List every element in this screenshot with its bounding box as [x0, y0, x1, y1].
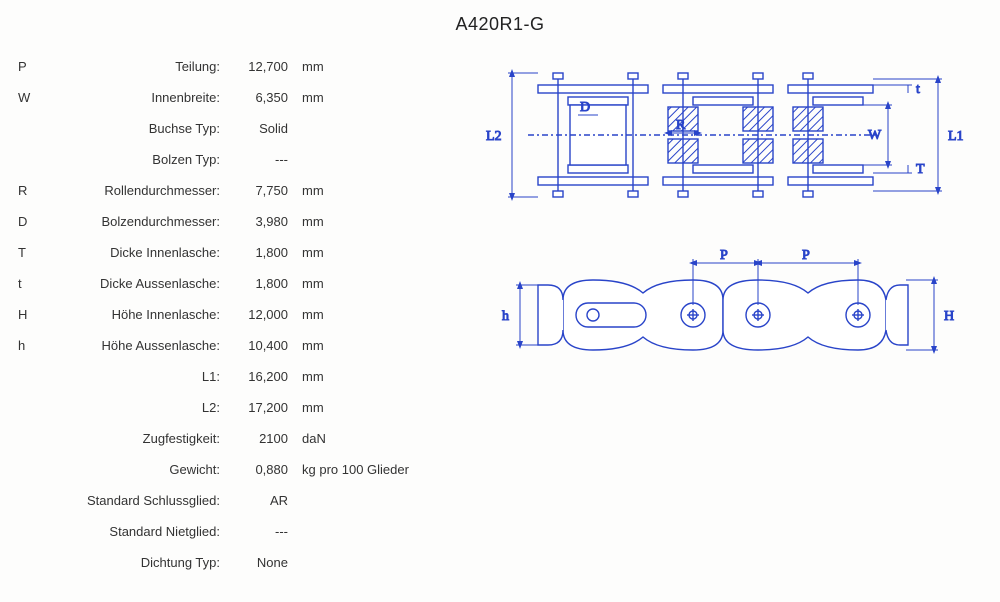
spec-unit: mm: [294, 59, 434, 74]
dim-label-R: R: [676, 118, 686, 133]
spec-label: Gewicht:: [46, 462, 224, 477]
spec-value: 7,750: [224, 183, 294, 198]
spec-value: 12,700: [224, 59, 294, 74]
spec-value: 10,400: [224, 338, 294, 353]
spec-row: Zugfestigkeit:2100daN: [18, 423, 448, 454]
dim-label-P1: P: [720, 248, 728, 263]
spec-row: HHöhe Innenlasche:12,000mm: [18, 299, 448, 330]
spec-value: AR: [224, 493, 294, 508]
dim-label-T: T: [916, 162, 925, 177]
spec-row: L2:17,200mm: [18, 392, 448, 423]
spec-label: Höhe Innenlasche:: [46, 307, 224, 322]
spec-row: Standard Nietglied:---: [18, 516, 448, 547]
spec-row: Standard Schlussglied:AR: [18, 485, 448, 516]
dim-label-h: h: [502, 309, 509, 324]
spec-label: Bolzen Typ:: [46, 152, 224, 167]
spec-label: L1:: [46, 369, 224, 384]
spec-label: Höhe Aussenlasche:: [46, 338, 224, 353]
page-title: A420R1-G: [0, 0, 1000, 41]
spec-symbol: H: [18, 307, 46, 322]
spec-unit: mm: [294, 245, 434, 260]
spec-row: L1:16,200mm: [18, 361, 448, 392]
spec-row: Dichtung Typ:None: [18, 547, 448, 578]
spec-label: Standard Nietglied:: [46, 524, 224, 539]
spec-unit: mm: [294, 90, 434, 105]
spec-row: Buchse Typ:Solid: [18, 113, 448, 144]
spec-unit: mm: [294, 307, 434, 322]
spec-row: DBolzendurchmesser:3,980mm: [18, 206, 448, 237]
spec-unit: kg pro 100 Glieder: [294, 462, 434, 477]
spec-symbol: T: [18, 245, 46, 260]
spec-value: 0,880: [224, 462, 294, 477]
spec-row: WInnenbreite:6,350mm: [18, 82, 448, 113]
content-area: PTeilung:12,700mmWInnenbreite:6,350mmBuc…: [0, 41, 1000, 578]
spec-label: Innenbreite:: [46, 90, 224, 105]
spec-unit: mm: [294, 369, 434, 384]
spec-row: hHöhe Aussenlasche:10,400mm: [18, 330, 448, 361]
spec-label: Standard Schlussglied:: [46, 493, 224, 508]
spec-row: Gewicht:0,880kg pro 100 Glieder: [18, 454, 448, 485]
spec-unit: mm: [294, 276, 434, 291]
spec-symbol: W: [18, 90, 46, 105]
spec-row: TDicke Innenlasche:1,800mm: [18, 237, 448, 268]
spec-table: PTeilung:12,700mmWInnenbreite:6,350mmBuc…: [18, 51, 448, 578]
spec-unit: mm: [294, 183, 434, 198]
spec-symbol: t: [18, 276, 46, 291]
dim-label-t: t: [916, 82, 920, 97]
spec-row: tDicke Aussenlasche:1,800mm: [18, 268, 448, 299]
dim-label-W: W: [868, 128, 882, 143]
dim-label-P2: P: [802, 248, 810, 263]
spec-value: Solid: [224, 121, 294, 136]
chain-top-diagram: L2 L1 D R W T: [468, 55, 978, 225]
spec-label: L2:: [46, 400, 224, 415]
spec-value: ---: [224, 524, 294, 539]
spec-label: Bolzendurchmesser:: [46, 214, 224, 229]
spec-symbol: h: [18, 338, 46, 353]
spec-row: RRollendurchmesser:7,750mm: [18, 175, 448, 206]
spec-label: Dichtung Typ:: [46, 555, 224, 570]
spec-value: 6,350: [224, 90, 294, 105]
spec-symbol: D: [18, 214, 46, 229]
spec-value: None: [224, 555, 294, 570]
spec-unit: mm: [294, 214, 434, 229]
spec-value: ---: [224, 152, 294, 167]
spec-label: Rollendurchmesser:: [46, 183, 224, 198]
spec-label: Dicke Aussenlasche:: [46, 276, 224, 291]
dim-label-L1: L1: [948, 129, 964, 144]
spec-value: 16,200: [224, 369, 294, 384]
spec-label: Buchse Typ:: [46, 121, 224, 136]
spec-symbol: P: [18, 59, 46, 74]
spec-symbol: R: [18, 183, 46, 198]
spec-value: 3,980: [224, 214, 294, 229]
spec-value: 12,000: [224, 307, 294, 322]
spec-row: Bolzen Typ:---: [18, 144, 448, 175]
spec-value: 17,200: [224, 400, 294, 415]
spec-label: Dicke Innenlasche:: [46, 245, 224, 260]
chain-side-diagram: P P h H: [468, 245, 978, 395]
dim-label-H: H: [944, 309, 954, 324]
dim-label-L2: L2: [486, 129, 502, 144]
spec-unit: daN: [294, 431, 434, 446]
spec-value: 1,800: [224, 276, 294, 291]
spec-value: 2100: [224, 431, 294, 446]
spec-row: PTeilung:12,700mm: [18, 51, 448, 82]
diagram-area: L2 L1 D R W T: [448, 51, 982, 578]
spec-unit: mm: [294, 400, 434, 415]
spec-label: Teilung:: [46, 59, 224, 74]
dim-label-D: D: [580, 100, 590, 115]
spec-label: Zugfestigkeit:: [46, 431, 224, 446]
spec-value: 1,800: [224, 245, 294, 260]
spec-unit: mm: [294, 338, 434, 353]
